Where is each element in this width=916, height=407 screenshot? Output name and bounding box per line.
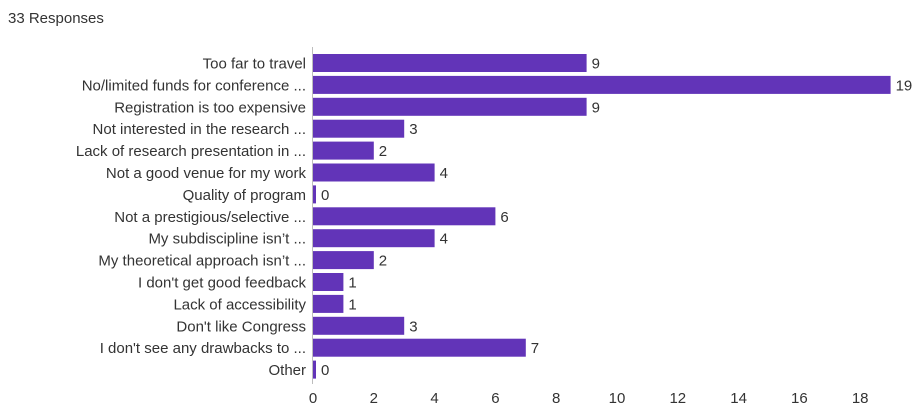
bar xyxy=(313,251,374,270)
category-label: No/limited funds for conference ... xyxy=(82,77,306,94)
x-tick-label: 2 xyxy=(370,390,378,407)
category-label: Too far to travel xyxy=(203,56,306,73)
bar xyxy=(313,360,316,379)
bar xyxy=(313,97,587,116)
value-label: 3 xyxy=(409,318,417,335)
bar xyxy=(313,273,344,291)
value-label: 9 xyxy=(592,56,600,73)
value-label: 9 xyxy=(592,99,600,116)
value-label: 6 xyxy=(500,209,508,226)
category-label: I don't see any drawbacks to ... xyxy=(100,340,306,357)
category-label: Not a prestigious/selective ... xyxy=(114,209,306,226)
x-tick-label: 6 xyxy=(491,390,499,407)
value-label: 4 xyxy=(440,231,448,248)
bar xyxy=(313,119,405,138)
x-tick-label: 0 xyxy=(309,390,317,407)
x-tick-label: 12 xyxy=(669,390,686,407)
bar xyxy=(313,316,405,335)
value-label: 7 xyxy=(531,340,539,357)
bar xyxy=(313,207,496,226)
category-label: My subdiscipline isn’t ... xyxy=(148,231,306,248)
category-label: Lack of accessibility xyxy=(173,296,306,313)
response-count: 33 Responses xyxy=(8,10,104,27)
x-tick-label: 10 xyxy=(609,390,626,407)
value-label: 2 xyxy=(379,143,387,160)
x-tick-label: 16 xyxy=(791,390,808,407)
x-tick-label: 18 xyxy=(852,390,869,407)
bar xyxy=(313,163,435,182)
value-label: 1 xyxy=(348,275,356,292)
category-label: Registration is too expensive xyxy=(114,99,306,116)
value-label: 0 xyxy=(321,187,329,204)
category-label: My theoretical approach isn’t ... xyxy=(98,253,306,270)
bar xyxy=(313,294,344,313)
bar xyxy=(313,338,526,357)
bar xyxy=(313,141,374,160)
category-label: Other xyxy=(268,362,306,379)
value-label: 3 xyxy=(409,121,417,138)
value-label: 2 xyxy=(379,253,387,270)
x-tick-label: 8 xyxy=(552,390,560,407)
value-label: 0 xyxy=(321,362,329,379)
category-label: Not a good venue for my work xyxy=(106,165,307,182)
category-label: I don't get good feedback xyxy=(138,275,306,292)
value-label: 1 xyxy=(348,296,356,313)
bar xyxy=(313,185,316,204)
x-tick-label: 14 xyxy=(730,390,747,407)
category-label: Lack of research presentation in ... xyxy=(76,143,306,160)
category-label: Quality of program xyxy=(183,187,306,204)
value-label: 19 xyxy=(896,77,913,94)
bar xyxy=(313,75,891,94)
category-label: Don't like Congress xyxy=(176,318,306,335)
bar xyxy=(313,229,435,248)
category-label: Not interested in the research ... xyxy=(93,121,306,138)
x-tick-label: 4 xyxy=(430,390,438,407)
value-label: 4 xyxy=(440,165,448,182)
bar xyxy=(313,54,587,72)
